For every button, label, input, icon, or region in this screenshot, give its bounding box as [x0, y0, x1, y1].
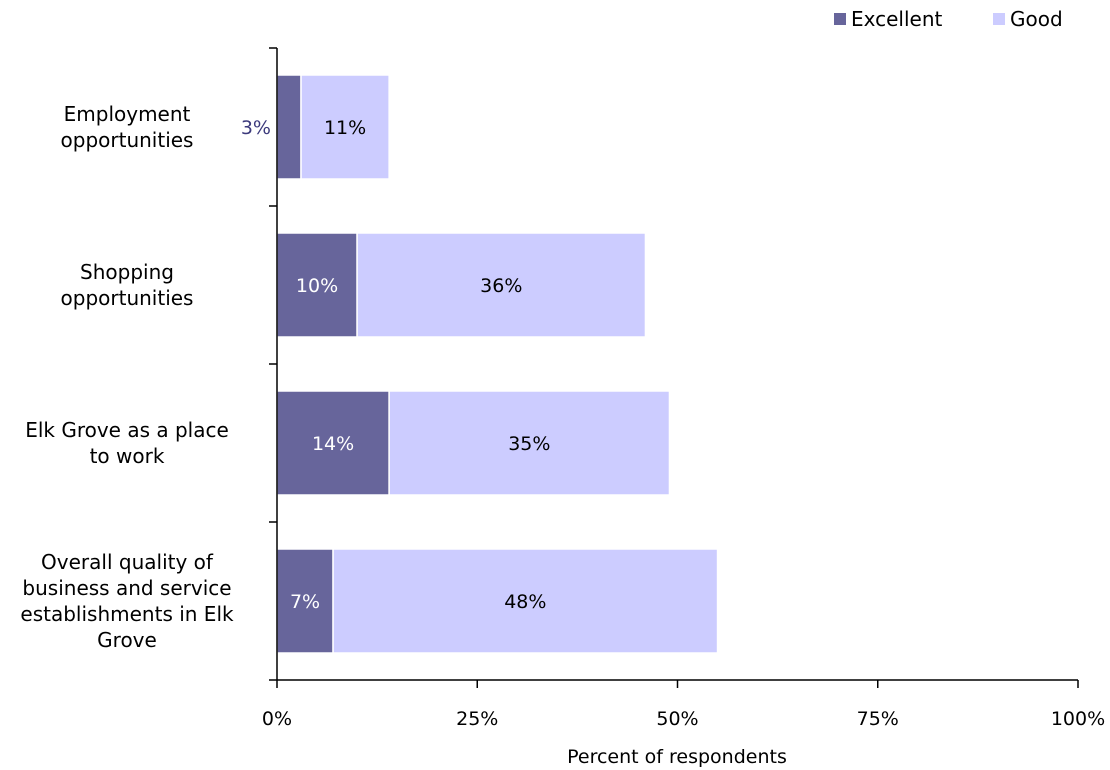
bar-good-3 [388, 390, 671, 496]
x-tick-label-1: 25% [456, 708, 498, 730]
category-label-4: Overall quality of business and service es… [20, 550, 234, 652]
data-label-good-1: 11% [324, 117, 366, 139]
data-label-excellent-1: 3% [241, 117, 271, 139]
legend-label-good: Good [1010, 7, 1063, 31]
x-tick-label-3: 75% [857, 708, 899, 730]
data-label-good-3: 35% [508, 433, 550, 455]
bars: 3% 11% 10% 36% 14% 35% 7% 48% [241, 74, 719, 654]
legend: Excellent Good [834, 7, 1063, 31]
axes: 0% 25% 50% 75% 100% [262, 47, 1105, 730]
bar-excellent-2 [276, 232, 358, 338]
bar-good-1 [300, 74, 390, 180]
data-label-excellent-3: 14% [312, 433, 354, 455]
x-tick-label-0: 0% [262, 708, 292, 730]
category-label-2: Shopping opportunities [61, 260, 194, 310]
x-tick-label-2: 50% [656, 708, 698, 730]
category-label-1: Employment opportunities [61, 102, 194, 152]
x-axis-title: Percent of respondents [567, 746, 787, 768]
bar-excellent-1 [276, 74, 302, 180]
legend-label-excellent: Excellent [851, 7, 943, 31]
bar-excellent-3 [276, 390, 390, 496]
data-label-excellent-2: 10% [296, 275, 338, 297]
bar-good-2 [356, 232, 647, 338]
category-label-3: Elk Grove as a place to work [25, 418, 229, 468]
legend-swatch-good [993, 13, 1005, 25]
legend-swatch-excellent [834, 13, 846, 25]
data-label-excellent-4: 7% [290, 591, 320, 613]
x-tick-label-4: 100% [1051, 708, 1105, 730]
category-labels: Employment opportunities Shopping opportuni… [20, 102, 234, 652]
data-label-good-2: 36% [480, 275, 522, 297]
bar-good-4 [332, 548, 719, 654]
data-label-good-4: 48% [504, 591, 546, 613]
